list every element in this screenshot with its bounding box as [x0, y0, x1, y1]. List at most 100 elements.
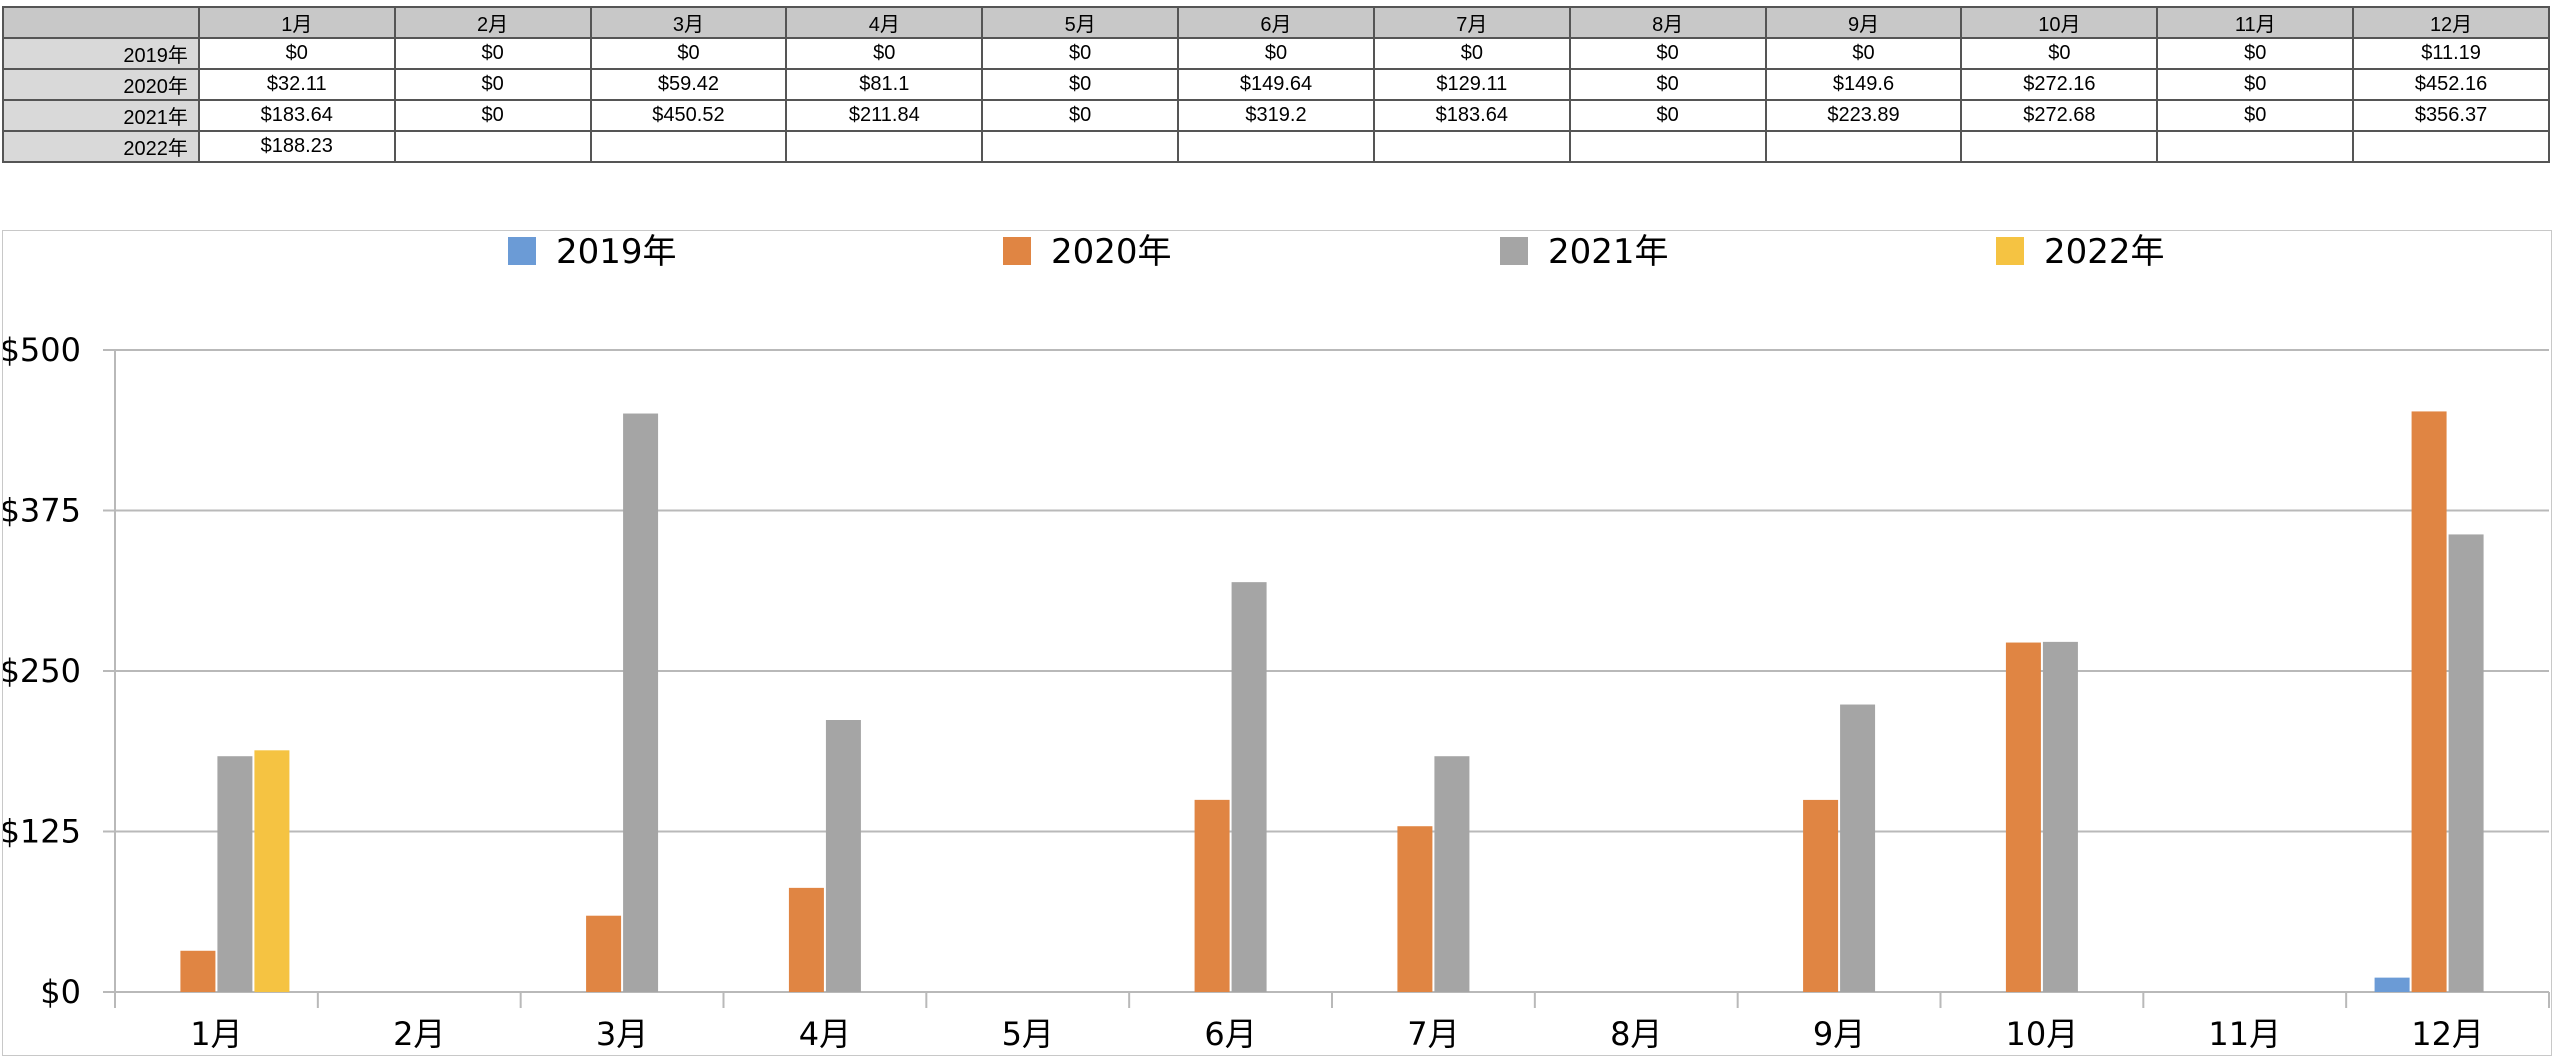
table-cell: $0 — [393, 99, 592, 132]
x-tick-label: 6月 — [1204, 1015, 1256, 1053]
bar — [825, 719, 861, 992]
x-tick-label: 8月 — [1610, 1015, 1662, 1053]
bar — [2374, 977, 2410, 992]
bar — [1194, 799, 1230, 992]
x-tick-label: 3月 — [596, 1015, 648, 1053]
table-cell: $0 — [1372, 37, 1571, 70]
legend-swatch — [1996, 237, 2024, 265]
table-cell — [2156, 130, 2355, 163]
table-header-month: 10月 — [1960, 6, 2159, 39]
table-cell: $0 — [981, 99, 1180, 132]
table-header-row: 1月 2月 3月 4月 5月 6月 7月 8月 9月 10月 11月 12月 — [2, 6, 2550, 39]
table-cell: $223.89 — [1764, 99, 1963, 132]
table-cell — [393, 130, 592, 163]
legend-label: 2022年 — [2044, 232, 2165, 272]
bar — [586, 915, 622, 992]
table-cell — [2352, 130, 2550, 163]
table-cell: $0 — [981, 68, 1180, 101]
table-cell: $0 — [393, 68, 592, 101]
table-cell: $149.64 — [1177, 68, 1375, 101]
table-cell: $0 — [981, 37, 1180, 70]
table-header-month: 2月 — [393, 6, 592, 39]
table-cell — [785, 130, 984, 163]
table-cell: $0 — [2156, 99, 2355, 132]
bar — [1434, 756, 1470, 992]
table-cell: $32.11 — [197, 68, 396, 101]
legend-swatch — [508, 237, 536, 265]
y-tick-label: $375 — [3, 492, 81, 530]
table-cell: $183.64 — [1372, 99, 1571, 132]
table-header-month: 1月 — [197, 6, 396, 39]
data-table: 1月 2月 3月 4月 5月 6月 7月 8月 9月 10月 11月 12月 2… — [2, 6, 2550, 163]
table-cell: $0 — [1568, 37, 1767, 70]
table-row: 2019年 $0 $0 $0 $0 $0 $0 $0 $0 $0 $0 $0 $… — [2, 37, 2550, 70]
bar — [2448, 534, 2484, 992]
bar — [1397, 826, 1433, 992]
bar — [623, 413, 659, 992]
table-row: 2021年 $183.64 $0 $450.52 $211.84 $0 $319… — [2, 99, 2550, 132]
table-cell — [1568, 130, 1767, 163]
table-header-month: 7月 — [1372, 6, 1571, 39]
bar — [788, 887, 824, 992]
table-cell: $0 — [197, 37, 396, 70]
bar — [1840, 704, 1876, 992]
table-cell — [589, 130, 788, 163]
table-cell: $0 — [1764, 37, 1963, 70]
x-tick-label: 9月 — [1813, 1015, 1865, 1053]
table-cell: $0 — [1568, 68, 1767, 101]
table-cell: $452.16 — [2352, 68, 2550, 101]
x-tick-label: 11月 — [2208, 1015, 2281, 1053]
y-tick-label: $125 — [3, 813, 81, 851]
table-cell: $211.84 — [785, 99, 984, 132]
table-cell: $0 — [1568, 99, 1767, 132]
table-row-year: 2020年 — [2, 68, 200, 101]
table-cell — [1960, 130, 2159, 163]
table-header-month: 6月 — [1177, 6, 1375, 39]
legend-label: 2019年 — [556, 232, 677, 272]
legend-label: 2020年 — [1051, 232, 1172, 272]
chart-frame: $0 $125 $250 $375 $500 1月 2月 3月 4月 5月 6月 7月 8月 9月 10月 1… — [2, 230, 2552, 1056]
y-tick-label: $0 — [40, 973, 81, 1011]
bar — [217, 756, 253, 992]
y-tick-label: $500 — [3, 331, 81, 369]
bar — [180, 950, 216, 992]
table-row: 2020年 $32.11 $0 $59.42 $81.1 $0 $149.64 … — [2, 68, 2550, 101]
table-cell — [1372, 130, 1571, 163]
x-tick-label: 2月 — [393, 1015, 445, 1053]
table-header-month: 8月 — [1568, 6, 1767, 39]
x-tick-label: 1月 — [190, 1015, 242, 1053]
x-tick-label: 7月 — [1407, 1015, 1459, 1053]
table-cell: $0 — [1960, 37, 2159, 70]
bar — [254, 750, 290, 992]
x-tick-label: 10月 — [2006, 1015, 2079, 1053]
table-row-year: 2022年 — [2, 130, 200, 163]
table-header-month: 4月 — [785, 6, 984, 39]
legend-swatch — [1500, 237, 1528, 265]
bar — [2042, 641, 2078, 992]
table-row-year: 2019年 — [2, 37, 200, 70]
table-cell: $183.64 — [197, 99, 396, 132]
legend-swatch — [1003, 237, 1031, 265]
table-cell — [1177, 130, 1375, 163]
table-cell: $188.23 — [197, 130, 396, 163]
table-row-year: 2021年 — [2, 99, 200, 132]
table-cell: $272.16 — [1960, 68, 2159, 101]
table-cell: $0 — [785, 37, 984, 70]
legend-label: 2021年 — [1548, 232, 1669, 272]
table-row: 2022年 $188.23 — [2, 130, 2550, 163]
table-header-month: 3月 — [589, 6, 788, 39]
table-header-month: 5月 — [981, 6, 1180, 39]
table-header-month: 9月 — [1764, 6, 1963, 39]
bar — [2005, 642, 2041, 992]
table-corner-cell — [2, 6, 200, 39]
bar-chart: $0 $125 $250 $375 $500 1月 2月 3月 4月 5月 6月 7月 8月 9月 10月 1… — [3, 232, 2550, 1053]
x-tick-label: 5月 — [1002, 1015, 1054, 1053]
table-cell: $0 — [2156, 68, 2355, 101]
x-tick-label: 4月 — [799, 1015, 851, 1053]
table-cell — [1764, 130, 1963, 163]
table-cell: $319.2 — [1177, 99, 1375, 132]
bar — [1803, 799, 1839, 992]
bar — [2411, 411, 2447, 992]
table-cell: $0 — [1177, 37, 1375, 70]
table-cell: $0 — [2156, 37, 2355, 70]
